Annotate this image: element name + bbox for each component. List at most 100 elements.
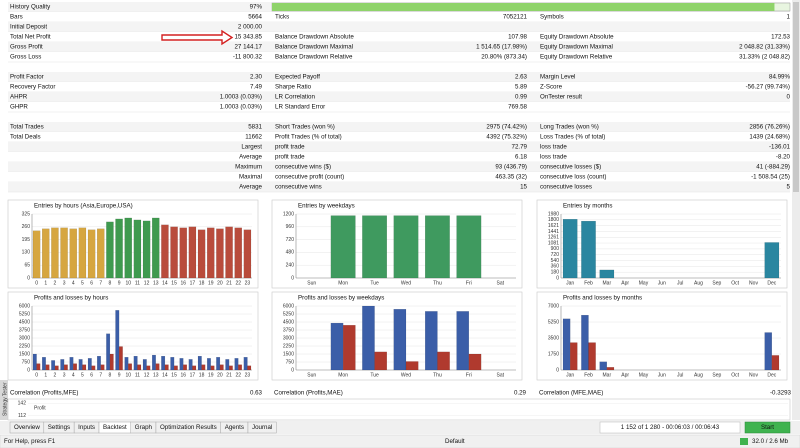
bar — [247, 365, 252, 371]
correlation-label: Correlation (Profits,MAE) — [274, 390, 343, 397]
tab-label[interactable]: Journal — [252, 424, 272, 431]
report-label: Z-Score — [540, 84, 563, 91]
bar — [764, 242, 780, 279]
y-tick-label: 1500 — [19, 351, 30, 357]
bar — [91, 365, 96, 371]
bar — [183, 364, 187, 371]
tab[interactable] — [247, 421, 277, 434]
x-tick-label: Aug — [694, 280, 703, 286]
x-tick-label: Jul — [677, 372, 683, 378]
bar — [32, 353, 37, 371]
bar — [197, 355, 202, 371]
y-tick-label: 325 — [22, 211, 31, 217]
mini-chart-panel — [7, 398, 791, 421]
x-tick-label: Oct — [731, 280, 739, 286]
report-label: Margin Level — [540, 74, 575, 81]
x-tick-label: Fri — [466, 280, 472, 286]
x-tick-label: 3 — [63, 372, 66, 378]
y-tick-label: 2250 — [19, 343, 30, 349]
y-tick-label: 360 — [551, 264, 560, 270]
progress-bar — [599, 421, 741, 434]
report-label: Long Trades (won %) — [540, 124, 599, 131]
status-profile: Default — [445, 438, 465, 445]
bar — [330, 322, 344, 371]
tab-label[interactable]: Overview — [14, 424, 40, 431]
y-tick-label: 195 — [22, 237, 31, 243]
y-tick-label: 750 — [286, 359, 295, 365]
report-label: Total Net Profit — [10, 34, 51, 41]
report-value: -136.01 — [769, 144, 791, 151]
x-tick-label: Nov — [749, 280, 758, 286]
bar — [69, 228, 77, 279]
report-value: 84.99% — [769, 74, 790, 81]
bar — [243, 357, 248, 371]
bar — [63, 364, 68, 371]
x-tick-label: Sat — [497, 372, 505, 378]
x-tick-label: 23 — [245, 280, 251, 286]
report-row — [8, 12, 790, 22]
x-tick-label: 10 — [125, 280, 131, 286]
chart-title: Profits and losses by weekdays — [298, 295, 384, 302]
x-tick-label: Jan — [566, 280, 574, 286]
connection-indicator — [740, 438, 748, 445]
bar — [588, 342, 596, 371]
y-tick-label: 1261 — [548, 235, 559, 241]
report-value: 1.0003 (0.03%) — [220, 94, 262, 101]
report-value: -11 800.32 — [233, 54, 263, 61]
bar — [405, 361, 419, 371]
x-tick-label: 6 — [90, 280, 93, 286]
x-tick-label: 22 — [235, 280, 241, 286]
tab-label[interactable]: Settings — [48, 424, 70, 431]
tab-label[interactable]: Inputs — [78, 424, 95, 431]
bar — [179, 227, 187, 279]
bar — [78, 359, 83, 371]
scrollbar-thumb[interactable] — [793, 2, 799, 192]
tab-label[interactable]: Optimization Results — [160, 424, 217, 431]
x-tick-label: 6 — [90, 372, 93, 378]
x-tick-label: Tue — [370, 372, 379, 378]
y-tick-label: 5250 — [548, 319, 559, 325]
start-button-label[interactable]: Start — [761, 424, 774, 431]
y-tick-label: 3000 — [283, 335, 294, 341]
y-tick-label: 0 — [27, 367, 30, 373]
bar — [210, 365, 215, 371]
bar — [124, 357, 129, 371]
x-tick-label: 20 — [217, 280, 223, 286]
tab-label[interactable]: Agents — [225, 424, 244, 431]
report-value: 41 (-884.29) — [756, 164, 790, 171]
report-label: Symbols — [540, 14, 564, 21]
y-tick-label: 180 — [551, 270, 560, 276]
report-label: Short Trades (won %) — [275, 124, 335, 131]
y-tick-label: 240 — [286, 263, 295, 269]
tab-label[interactable]: Backtest — [103, 424, 127, 431]
x-tick-label: Nov — [749, 372, 758, 378]
bar — [201, 364, 206, 371]
y-tick-label: 260 — [22, 224, 31, 230]
bar — [87, 229, 96, 279]
scrollbar[interactable] — [792, 0, 800, 420]
y-tick-label: 2250 — [283, 343, 294, 349]
tab-label[interactable]: Graph — [135, 424, 153, 431]
y-tick-label: 1500 — [283, 351, 294, 357]
x-tick-label: 20 — [217, 372, 223, 378]
report-row — [8, 172, 790, 182]
bar — [115, 310, 120, 371]
y-tick-label: 3750 — [283, 327, 294, 333]
start-button[interactable] — [744, 421, 791, 434]
bar — [137, 364, 142, 371]
report-label: profit trade — [275, 144, 305, 151]
bar — [599, 269, 615, 279]
y-tick-label: 480 — [286, 250, 295, 256]
report-value: 15 343.85 — [234, 34, 262, 41]
bar — [152, 354, 156, 371]
report-value: 11662 — [245, 134, 262, 141]
report-label: Total Deals — [10, 134, 41, 141]
bar — [342, 325, 356, 371]
chart-title: Entries by weekdays — [298, 203, 355, 210]
y-tick-label: 0 — [556, 275, 559, 281]
x-tick-label: Apr — [621, 280, 629, 286]
report-value: 72.79 — [512, 144, 528, 151]
bar — [152, 217, 160, 279]
correlation-label: Correlation (Profits,MFE) — [10, 390, 78, 397]
bar — [764, 332, 772, 371]
